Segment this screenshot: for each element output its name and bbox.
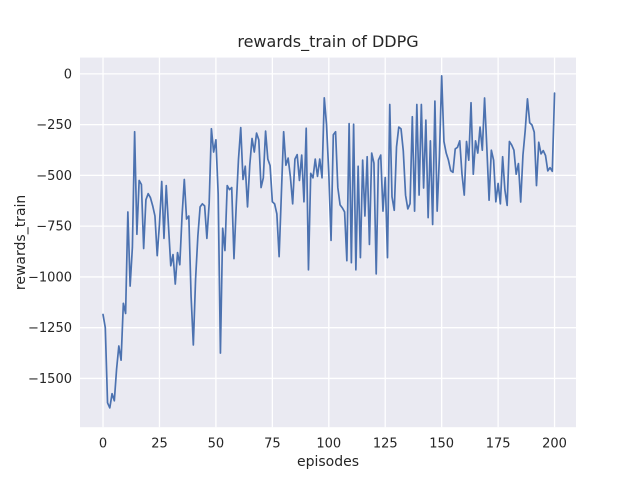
y-axis-label: rewards_train	[13, 195, 29, 290]
chart-title: rewards_train of DDPG	[237, 32, 418, 52]
y-tick-labels: 0 −250 −500 −750 −1000 −1250 −1500	[28, 67, 72, 387]
y-tick-label: −250	[36, 118, 72, 133]
x-tick-label: 150	[429, 437, 454, 452]
y-tick-label: 0	[64, 67, 72, 82]
y-tick-label: −1500	[28, 372, 72, 387]
x-tick-label: 25	[151, 437, 168, 452]
x-tick-label: 75	[264, 437, 281, 452]
x-tick-label: 50	[208, 437, 225, 452]
x-tick-label: 200	[542, 437, 567, 452]
x-tick-labels: 0 25 50 75 100 125 150 175 200	[99, 437, 567, 452]
x-axis-label: episodes	[297, 454, 359, 470]
plot-area	[80, 57, 576, 428]
x-tick-label: 125	[373, 437, 398, 452]
x-tick-label: 0	[99, 437, 107, 452]
series-layer	[102, 75, 556, 409]
y-tick-label: −750	[36, 220, 72, 235]
y-tick-label: −500	[36, 169, 72, 184]
series-line-rewards_train	[102, 75, 556, 409]
x-tick-label: 175	[486, 437, 511, 452]
y-tick-label: −1250	[28, 321, 72, 336]
x-tick-label: 100	[316, 437, 341, 452]
y-tick-label: −1000	[28, 270, 72, 285]
